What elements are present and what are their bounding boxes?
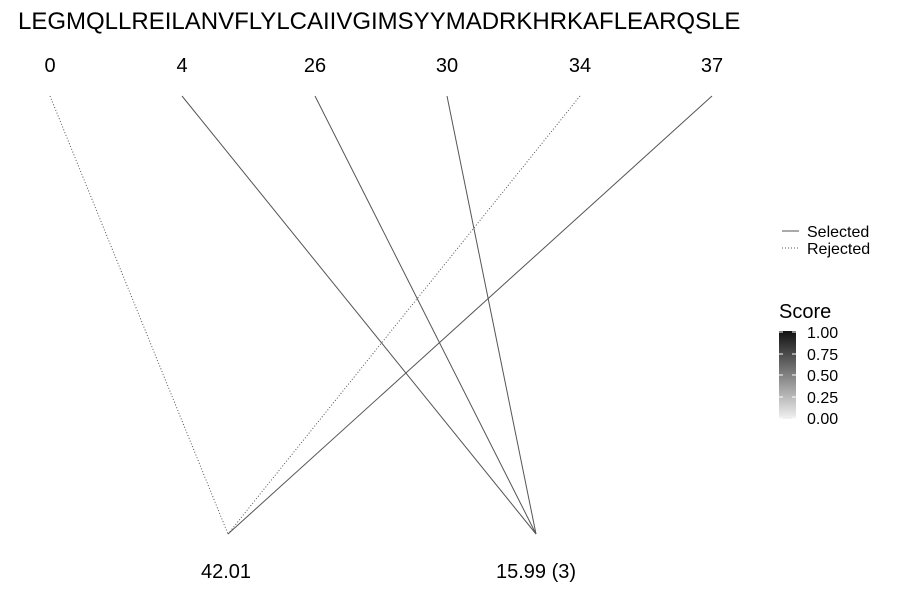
selected-link-line [227, 95, 713, 535]
selected-link-line [446, 95, 537, 535]
rejected-legend-label: Rejected [807, 241, 870, 258]
link-lines [49, 95, 713, 535]
peptide-sequence: LEGMQLLREILANVFLYLCAIIVGIMSYYMADRKHRKAFL… [18, 8, 741, 35]
score-colorbar [779, 331, 796, 419]
position-labels: 0 4 26 30 34 37 [44, 55, 723, 77]
selected-link-line [314, 95, 537, 535]
line-type-legend: Selected Rejected [782, 224, 870, 258]
mass-label: 15.99 (3) [496, 561, 576, 583]
position-label: 30 [436, 55, 458, 77]
rejected-link-line [49, 95, 229, 535]
selected-legend-label: Selected [807, 224, 869, 241]
position-label: 4 [176, 55, 187, 77]
mass-label: 42.01 [201, 561, 251, 583]
position-label: 26 [304, 55, 326, 77]
position-label: 34 [569, 55, 591, 77]
mass-labels: 42.01 15.99 (3) [201, 561, 576, 583]
score-tick-label: 0.75 [807, 347, 838, 364]
score-tick-label: 0.50 [807, 368, 838, 385]
score-legend: Score 1.00 0.75 0.50 0.25 0.00 [779, 301, 838, 428]
score-tick-label: 0.00 [807, 411, 838, 428]
position-label: 37 [701, 55, 723, 77]
score-tick-label: 0.25 [807, 390, 838, 407]
score-legend-title: Score [779, 301, 831, 323]
rejected-link-line [227, 95, 581, 535]
position-label: 0 [44, 55, 55, 77]
score-tick-label: 1.00 [807, 325, 838, 342]
selected-link-line [181, 95, 537, 535]
